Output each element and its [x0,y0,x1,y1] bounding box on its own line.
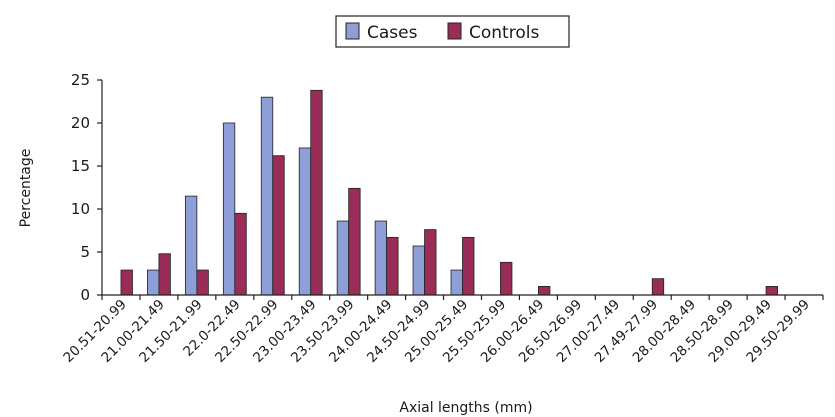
y-tick-label: 0 [80,286,90,304]
bar-controls-25.50-25.99 [500,261,513,296]
bar-cases-21.00-21.49 [147,269,160,296]
legend-label-controls: Controls [469,23,539,43]
y-tick-label: 25 [71,71,90,89]
y-tick-label: 10 [71,200,90,218]
legend-swatch-cases [345,22,360,40]
bar-controls-26.00-26.49 [537,285,551,296]
x-axis-title: Axial lengths (mm) [399,400,532,416]
y-tick-label: 5 [80,243,90,261]
bar-cases-21.50-21.99 [184,195,198,296]
bar-controls-24.00-24.49 [386,236,399,296]
bar-controls-21.00-21.49 [158,253,171,296]
bars [120,89,778,296]
bar-cases-22.0-22.49 [222,122,236,296]
bar-cases-24.50-24.99 [412,245,425,296]
x-ticks: 20.51-20.9921.00-21.4921.50-21.9922.0-22… [60,295,824,366]
bar-controls-22.0-22.49 [234,212,247,296]
y-ticks: 0 5 10 15 20 25 [71,71,102,304]
bar-controls-24.50-24.99 [424,229,437,296]
bar-controls-21.50-21.99 [196,269,209,296]
bar-controls-20.51-20.99 [120,269,133,296]
y-axis-title: Percentage [18,149,34,228]
y-tick-label: 15 [71,157,90,175]
legend-label-cases: Cases [367,23,418,43]
bar-controls-29.00-29.49 [765,285,778,296]
bar-controls-25.00-25.49 [462,236,475,296]
bar-controls-23.00-23.49 [310,89,323,296]
legend-swatch-controls [447,22,462,40]
bar-cases-23.00-23.49 [298,147,312,296]
bar-cases-24.00-24.49 [374,220,388,296]
y-tick-label: 20 [71,114,90,132]
bar-cases-22.50-22.99 [260,96,274,296]
legend: Cases Controls [335,15,570,48]
bar-controls-27.49-27.99 [651,278,665,296]
bar-cases-23.50-23.99 [336,220,350,296]
bar-cases-25.00-25.49 [450,269,463,296]
bar-controls-22.50-22.99 [272,155,285,296]
bar-controls-23.50-23.99 [348,187,361,296]
